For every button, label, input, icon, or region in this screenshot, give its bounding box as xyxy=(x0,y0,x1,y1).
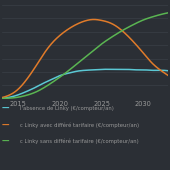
Text: c Linky avec différé tarifaire (€/compteur/an): c Linky avec différé tarifaire (€/compte… xyxy=(20,122,140,128)
Text: c Linky sans différé tarifaire (€/compteur/an): c Linky sans différé tarifaire (€/compte… xyxy=(20,138,139,144)
Text: —: — xyxy=(2,137,9,146)
Text: —: — xyxy=(2,121,9,129)
Text: —: — xyxy=(2,104,9,113)
Text: l'absence de Linky (€/compteur/an): l'absence de Linky (€/compteur/an) xyxy=(20,106,114,111)
